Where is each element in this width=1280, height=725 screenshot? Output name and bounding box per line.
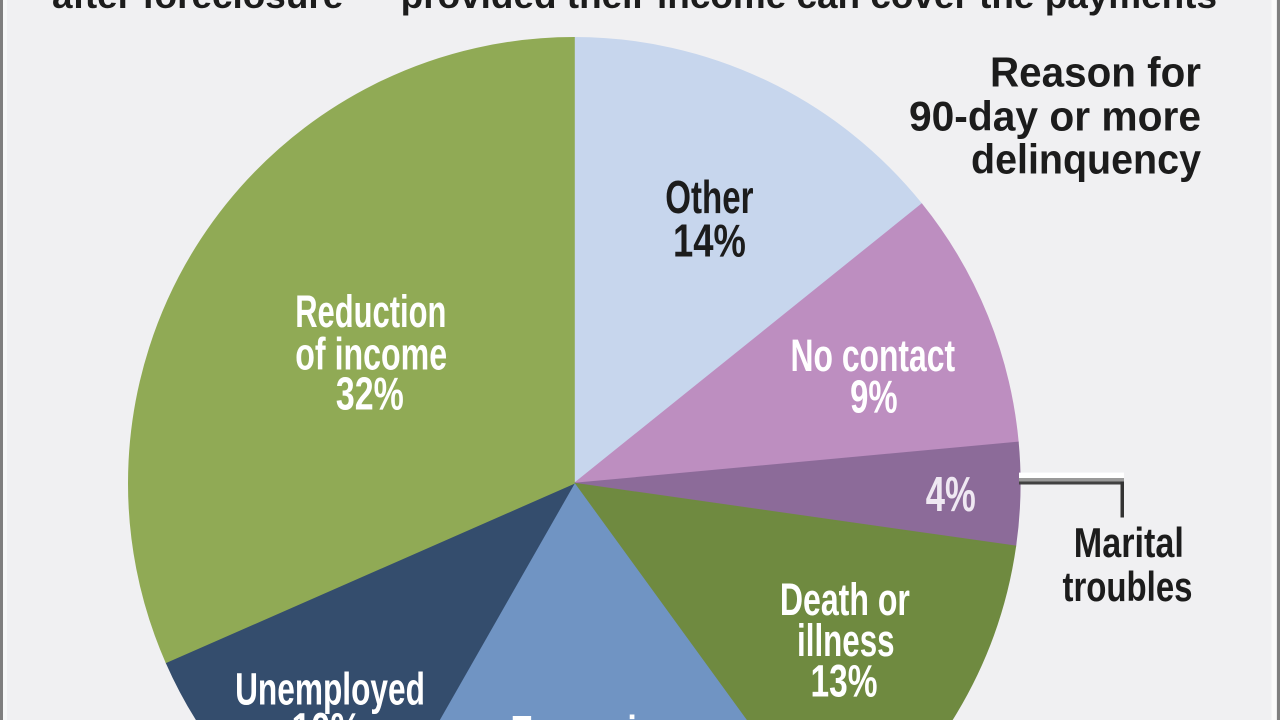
svg-text:after foreclosure — provided t: after foreclosure — provided their incom… bbox=[52, 0, 1217, 16]
svg-text:10%: 10% bbox=[291, 704, 361, 721]
svg-text:of income: of income bbox=[295, 328, 447, 379]
svg-text:No contact: No contact bbox=[791, 330, 956, 381]
svg-text:Other: Other bbox=[665, 171, 753, 223]
svg-text:Unemployed: Unemployed bbox=[235, 664, 425, 715]
svg-text:Excessive: Excessive bbox=[511, 707, 675, 721]
svg-text:32%: 32% bbox=[336, 368, 404, 420]
svg-text:delinquency: delinquency bbox=[971, 136, 1202, 183]
svg-text:4%: 4% bbox=[926, 468, 976, 522]
svg-text:Reason for: Reason for bbox=[990, 49, 1201, 96]
svg-text:9%: 9% bbox=[850, 371, 898, 423]
svg-text:Death or: Death or bbox=[780, 574, 910, 625]
svg-text:illness: illness bbox=[797, 615, 895, 666]
svg-text:14%: 14% bbox=[673, 215, 746, 267]
svg-text:troubles: troubles bbox=[1063, 563, 1193, 610]
svg-text:Marital: Marital bbox=[1074, 519, 1184, 566]
svg-text:Reduction: Reduction bbox=[295, 286, 446, 337]
svg-text:90-day or more: 90-day or more bbox=[909, 93, 1201, 140]
svg-text:13%: 13% bbox=[811, 656, 878, 707]
